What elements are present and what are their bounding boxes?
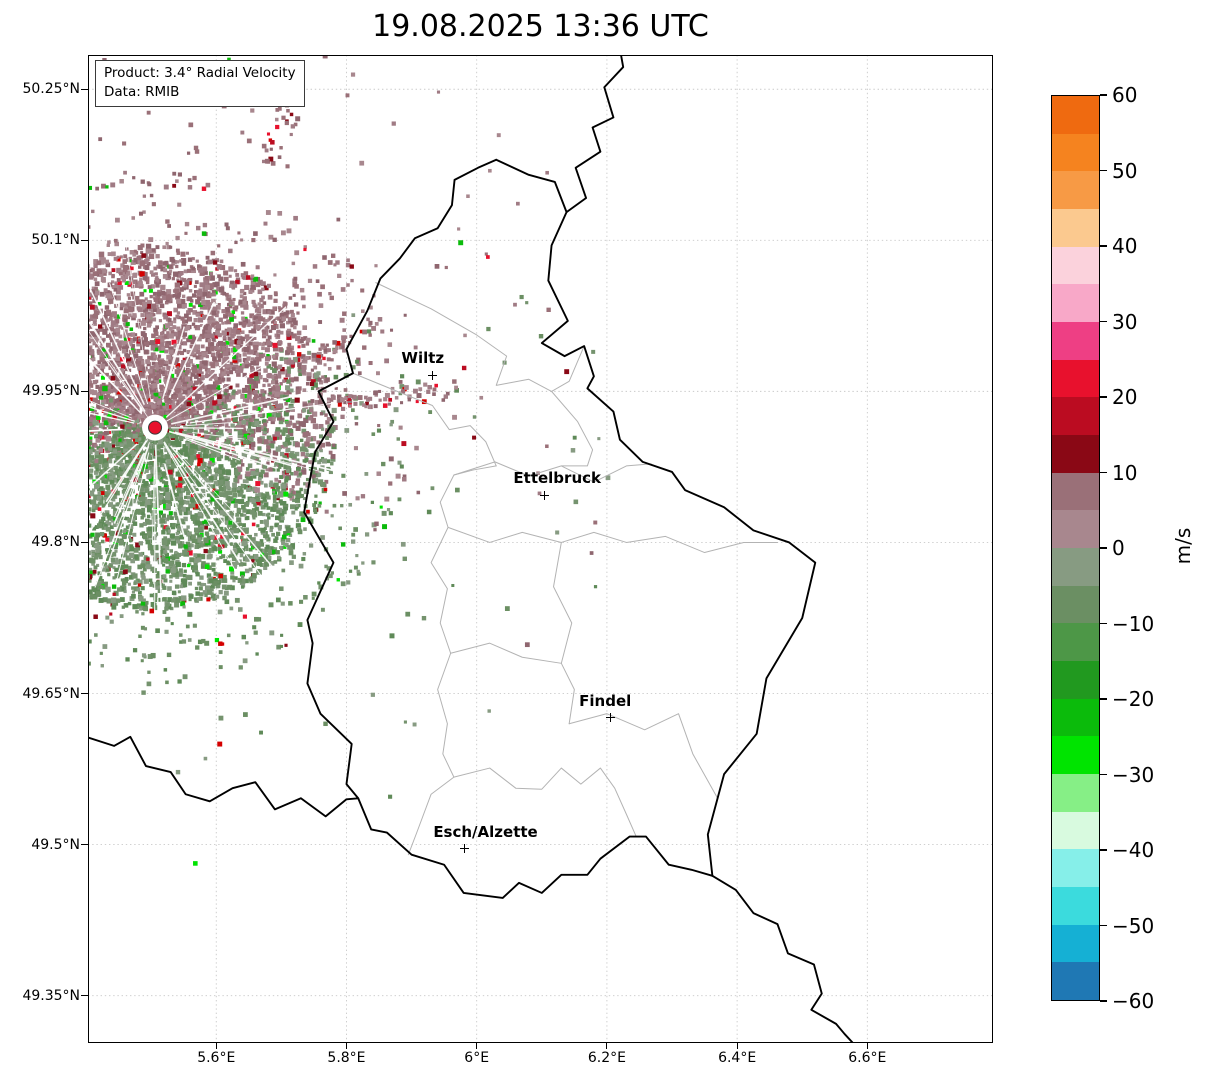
lat-tick-mark xyxy=(81,390,88,392)
colorbar-segment xyxy=(1052,849,1099,888)
colorbar-tick-mark xyxy=(1100,773,1107,776)
colorbar-segment xyxy=(1052,736,1099,775)
lat-tick-mark xyxy=(81,541,88,544)
colorbar-segment xyxy=(1052,811,1099,850)
colorbar-segment xyxy=(1052,359,1099,398)
colorbar-tick-label: −40 xyxy=(1112,838,1155,862)
lon-tick-label: 5.8°E xyxy=(327,1050,366,1066)
lon-tick-label: 6.6°E xyxy=(848,1050,887,1066)
colorbar-tick-mark xyxy=(1100,471,1107,474)
colorbar-tick-mark xyxy=(1100,622,1107,625)
lon-tick-mark xyxy=(215,1043,217,1049)
colorbar-tick-mark xyxy=(1100,169,1107,172)
colorbar-tick-mark xyxy=(1100,849,1107,851)
product-line: Product: 3.4° Radial Velocity xyxy=(104,65,296,81)
map-canvas xyxy=(88,55,993,1043)
colorbar-tick-label: −10 xyxy=(1112,611,1155,636)
colorbar-tick-label: −60 xyxy=(1112,989,1155,1013)
lat-tick-label: 50.25°N xyxy=(22,81,80,98)
colorbar-tick-mark xyxy=(1100,396,1107,398)
colorbar-segment xyxy=(1052,661,1099,699)
data-source-line: Data: RMIB xyxy=(104,84,180,101)
product-info-box: Product: 3.4° Radial Velocity Data: RMIB xyxy=(95,60,305,108)
colorbar-segment xyxy=(1052,133,1099,172)
lat-tick-label: 49.8°N xyxy=(31,534,80,551)
lon-tick-mark xyxy=(866,1043,868,1049)
colorbar-segment xyxy=(1052,397,1099,436)
lon-tick-mark xyxy=(476,1043,478,1049)
colorbar-tick-label: −20 xyxy=(1112,687,1155,711)
colorbar-tick-label: −50 xyxy=(1112,913,1155,938)
city-marker xyxy=(539,490,549,500)
colorbar-segment xyxy=(1052,246,1099,285)
colorbar-segment xyxy=(1052,962,1099,1001)
lat-tick-label: 49.65°N xyxy=(22,685,80,702)
colorbar-tick-label: 60 xyxy=(1112,83,1138,107)
colorbar-segment xyxy=(1052,435,1099,473)
colorbar-segment xyxy=(1052,585,1099,624)
map-plot-area: Wiltz Ettelbruck Findel Esch/Alzette Produc… xyxy=(88,55,993,1043)
lon-tick-mark xyxy=(345,1043,348,1049)
colorbar-segment xyxy=(1052,284,1099,323)
lat-tick-label: 49.5°N xyxy=(31,836,80,853)
colorbar-segment xyxy=(1052,510,1099,549)
colorbar-tick-mark xyxy=(1100,924,1107,927)
colorbar-tick-mark xyxy=(1100,94,1107,96)
colorbar-unit-label: m/s xyxy=(1171,527,1195,565)
city-marker xyxy=(427,370,437,380)
colorbar-segment xyxy=(1052,209,1099,247)
lon-tick-label: 5.6°E xyxy=(197,1050,236,1066)
colorbar-tick-mark xyxy=(1100,1000,1107,1002)
colorbar-gradient xyxy=(1052,96,1099,1001)
colorbar-tick-mark xyxy=(1100,245,1107,247)
colorbar-tick-label: 0 xyxy=(1112,536,1125,560)
colorbar-tick-label: −30 xyxy=(1112,762,1155,787)
lon-tick-label: 6°E xyxy=(464,1050,490,1066)
colorbar-segment xyxy=(1052,887,1099,925)
lat-tick-mark xyxy=(81,843,88,846)
lon-tick-label: 6.4°E xyxy=(718,1050,757,1066)
colorbar-segment xyxy=(1052,623,1099,662)
page-title: 19.08.2025 13:36 UTC xyxy=(372,9,709,44)
colorbar-tick-label: 20 xyxy=(1112,385,1138,409)
lat-tick-mark xyxy=(81,239,88,241)
colorbar-tick-label: 30 xyxy=(1112,309,1138,334)
colorbar-tick-label: 10 xyxy=(1112,460,1138,485)
lat-tick-mark xyxy=(81,995,88,997)
lat-tick-mark xyxy=(81,88,88,90)
lat-tick-label: 49.95°N xyxy=(22,383,80,400)
colorbar-segment xyxy=(1052,171,1099,210)
colorbar-segment xyxy=(1052,322,1099,360)
lon-tick-mark xyxy=(736,1043,738,1049)
colorbar-tick-label: 40 xyxy=(1112,234,1138,258)
city-marker xyxy=(459,844,469,854)
city-label: Wiltz xyxy=(401,349,445,368)
lat-tick-label: 49.35°N xyxy=(22,987,80,1004)
colorbar-tick-mark xyxy=(1100,547,1107,549)
lat-tick-mark xyxy=(81,692,88,695)
colorbar-segment xyxy=(1052,548,1099,586)
colorbar-tick-mark xyxy=(1100,698,1107,700)
colorbar-segment xyxy=(1052,96,1099,134)
city-marker xyxy=(605,713,615,723)
colorbar-tick-label: 50 xyxy=(1112,158,1138,183)
colorbar-segment xyxy=(1052,472,1099,511)
city-label: Esch/Alzette xyxy=(433,822,538,841)
city-label: Ettelbruck xyxy=(513,469,601,488)
colorbar-segment xyxy=(1052,774,1099,812)
colorbar-tick-mark xyxy=(1100,320,1107,323)
city-label: Findel xyxy=(579,691,632,710)
colorbar xyxy=(1051,95,1100,1001)
colorbar-segment xyxy=(1052,924,1099,963)
lon-tick-mark xyxy=(606,1043,608,1049)
lat-tick-label: 50.1°N xyxy=(31,232,80,249)
colorbar-segment xyxy=(1052,698,1099,737)
lon-tick-label: 6.2°E xyxy=(587,1050,626,1066)
